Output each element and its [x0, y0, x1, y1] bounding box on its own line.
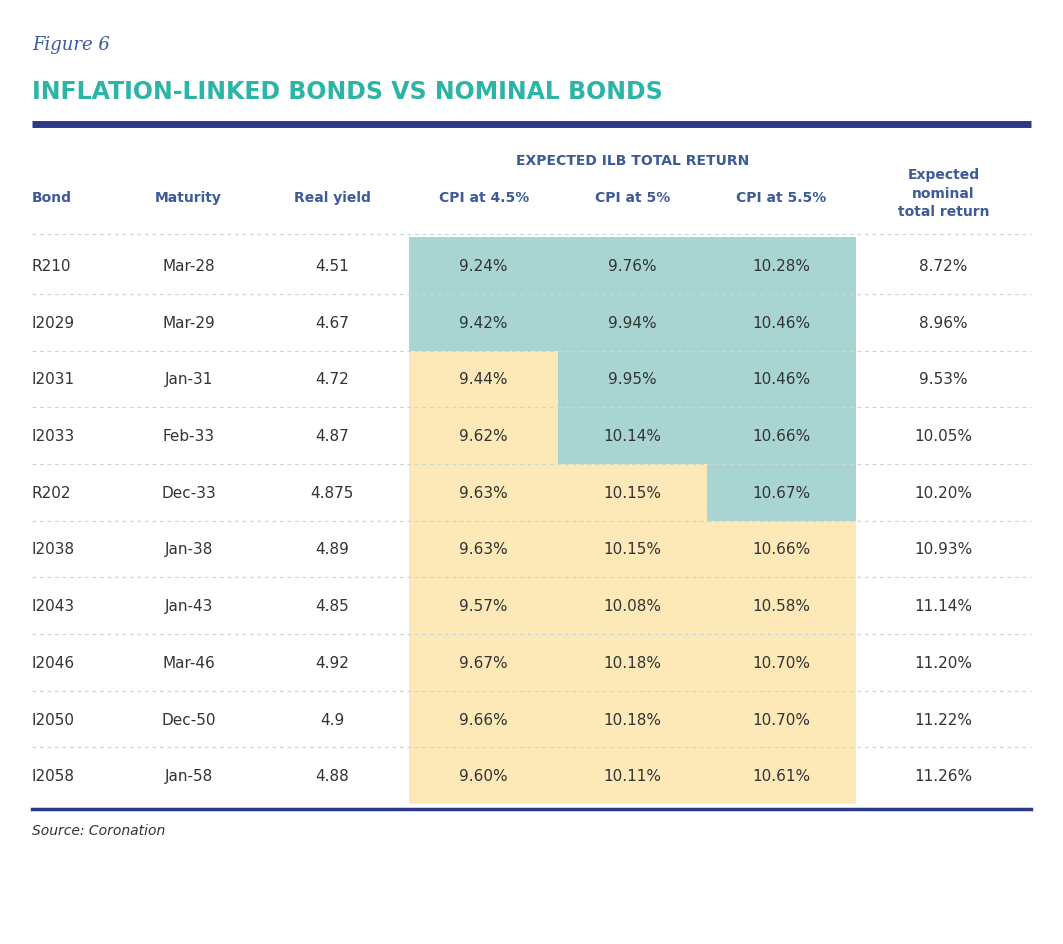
Text: 9.24%: 9.24% [459, 259, 508, 274]
Text: 10.67%: 10.67% [753, 485, 810, 500]
Text: 9.63%: 9.63% [459, 542, 508, 557]
Text: I2050: I2050 [32, 712, 74, 727]
Text: 10.14%: 10.14% [604, 429, 661, 444]
Text: 10.93%: 10.93% [914, 542, 973, 557]
Text: 10.61%: 10.61% [753, 768, 810, 784]
Text: 8.96%: 8.96% [919, 315, 967, 330]
Text: 10.46%: 10.46% [753, 315, 810, 330]
Text: 10.08%: 10.08% [604, 598, 661, 614]
Text: 10.05%: 10.05% [914, 429, 973, 444]
Text: 10.66%: 10.66% [753, 542, 810, 557]
Text: 4.875: 4.875 [310, 485, 354, 500]
Text: 10.18%: 10.18% [604, 655, 661, 670]
Text: 9.60%: 9.60% [459, 768, 508, 784]
Text: 4.88: 4.88 [316, 768, 349, 784]
Text: Bond: Bond [32, 192, 72, 205]
Text: 10.58%: 10.58% [753, 598, 810, 614]
Text: Jan-43: Jan-43 [165, 598, 213, 614]
Text: Dec-33: Dec-33 [162, 485, 216, 500]
Text: 9.76%: 9.76% [608, 259, 657, 274]
Text: 4.85: 4.85 [316, 598, 349, 614]
Text: 11.22%: 11.22% [914, 712, 973, 727]
Text: CPI at 5%: CPI at 5% [595, 192, 670, 205]
Text: 9.66%: 9.66% [459, 712, 508, 727]
Text: 4.92: 4.92 [316, 655, 349, 670]
Text: 10.66%: 10.66% [753, 429, 810, 444]
Text: 10.70%: 10.70% [753, 655, 810, 670]
Text: Mar-28: Mar-28 [163, 259, 215, 274]
Text: 10.28%: 10.28% [753, 259, 810, 274]
Text: CPI at 5.5%: CPI at 5.5% [737, 192, 826, 205]
Text: 10.46%: 10.46% [753, 372, 810, 387]
Text: I2033: I2033 [32, 429, 75, 444]
Text: 11.26%: 11.26% [914, 768, 973, 784]
Text: 9.95%: 9.95% [608, 372, 657, 387]
Text: I2058: I2058 [32, 768, 74, 784]
Text: 4.67: 4.67 [316, 315, 349, 330]
Text: 9.62%: 9.62% [459, 429, 508, 444]
Text: Mar-46: Mar-46 [163, 655, 215, 670]
Text: I2043: I2043 [32, 598, 75, 614]
Text: 9.67%: 9.67% [459, 655, 508, 670]
Text: 4.87: 4.87 [316, 429, 349, 444]
Text: I2029: I2029 [32, 315, 75, 330]
Text: 4.89: 4.89 [316, 542, 349, 557]
Text: R210: R210 [32, 259, 71, 274]
Text: Feb-33: Feb-33 [163, 429, 215, 444]
Text: Jan-38: Jan-38 [165, 542, 213, 557]
Text: R202: R202 [32, 485, 71, 500]
Text: 10.70%: 10.70% [753, 712, 810, 727]
Text: 9.42%: 9.42% [459, 315, 508, 330]
Text: I2031: I2031 [32, 372, 75, 387]
Text: 9.57%: 9.57% [459, 598, 508, 614]
Text: 4.51: 4.51 [316, 259, 349, 274]
Text: 4.9: 4.9 [320, 712, 344, 727]
Text: Source: Coronation: Source: Coronation [32, 823, 165, 837]
Text: Mar-29: Mar-29 [163, 315, 215, 330]
Text: 10.18%: 10.18% [604, 712, 661, 727]
Text: 11.14%: 11.14% [914, 598, 973, 614]
Text: 10.11%: 10.11% [604, 768, 661, 784]
Text: 9.44%: 9.44% [459, 372, 508, 387]
Text: CPI at 4.5%: CPI at 4.5% [439, 192, 528, 205]
Text: 4.72: 4.72 [316, 372, 349, 387]
Text: Jan-31: Jan-31 [165, 372, 213, 387]
Text: 9.53%: 9.53% [919, 372, 967, 387]
Text: 10.20%: 10.20% [914, 485, 973, 500]
Text: 10.15%: 10.15% [604, 485, 661, 500]
Text: Jan-58: Jan-58 [165, 768, 213, 784]
Text: 11.20%: 11.20% [914, 655, 973, 670]
Text: 9.94%: 9.94% [608, 315, 657, 330]
Text: INFLATION-LINKED BONDS VS NOMINAL BONDS: INFLATION-LINKED BONDS VS NOMINAL BONDS [32, 80, 662, 104]
Text: Real yield: Real yield [293, 192, 371, 205]
Text: Figure 6: Figure 6 [32, 36, 109, 54]
Text: Maturity: Maturity [155, 192, 222, 205]
Text: 9.63%: 9.63% [459, 485, 508, 500]
Text: 10.15%: 10.15% [604, 542, 661, 557]
Text: I2046: I2046 [32, 655, 75, 670]
Text: I2038: I2038 [32, 542, 75, 557]
Text: Dec-50: Dec-50 [162, 712, 216, 727]
Text: 8.72%: 8.72% [919, 259, 967, 274]
Text: EXPECTED ILB TOTAL RETURN: EXPECTED ILB TOTAL RETURN [516, 154, 749, 167]
Text: Expected
nominal
total return: Expected nominal total return [897, 168, 990, 219]
